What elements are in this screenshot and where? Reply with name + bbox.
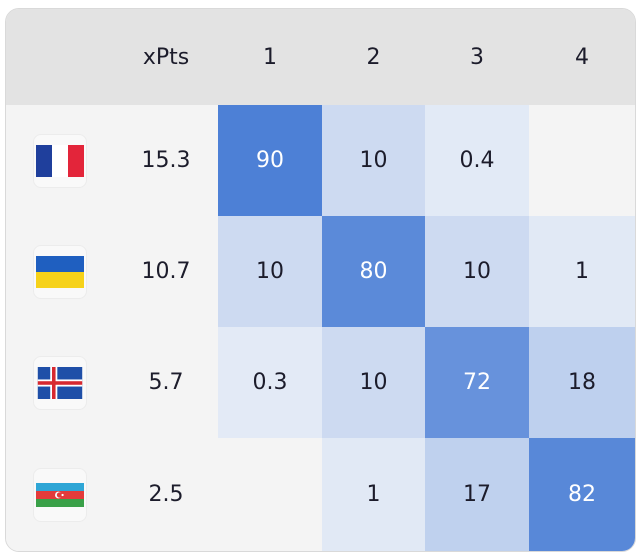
- france-flag-icon: [36, 144, 84, 177]
- header-position-2: 2: [322, 9, 425, 105]
- prob-cell: 1: [322, 438, 425, 551]
- prob-cell: [218, 438, 322, 551]
- prob-cell: 0.3: [218, 327, 322, 438]
- flag-badge: [33, 355, 87, 410]
- prob-cell: 18: [529, 327, 635, 438]
- xpts-value: 5.7: [114, 327, 218, 438]
- probability-table: xPts 1 2 3 4 15.3 90 10 0.4: [6, 9, 635, 551]
- xpts-value: 10.7: [114, 216, 218, 327]
- header-position-1: 1: [218, 9, 322, 105]
- prob-cell: 90: [218, 105, 322, 216]
- team-cell: [6, 327, 114, 438]
- prob-cell: 80: [322, 216, 425, 327]
- flag-badge: [33, 133, 87, 188]
- prob-cell: 10: [322, 327, 425, 438]
- prob-cell: 10: [425, 216, 529, 327]
- prob-cell: 1: [529, 216, 635, 327]
- team-cell: [6, 105, 114, 216]
- azerbaijan-flag-icon: [36, 482, 84, 507]
- prob-cell: 72: [425, 327, 529, 438]
- prob-cell: 0.4: [425, 105, 529, 216]
- xpts-value: 2.5: [114, 438, 218, 551]
- header-blank: [6, 9, 114, 105]
- header-position-3: 3: [425, 9, 529, 105]
- xpts-value: 15.3: [114, 105, 218, 216]
- prob-cell: 10: [218, 216, 322, 327]
- prob-cell: 10: [322, 105, 425, 216]
- ukraine-flag-icon: [36, 255, 84, 288]
- team-cell: [6, 216, 114, 327]
- flag-badge: [33, 467, 87, 522]
- iceland-flag-icon: [37, 366, 83, 399]
- prob-cell: 82: [529, 438, 635, 551]
- header-position-4: 4: [529, 9, 635, 105]
- prob-cell: 17: [425, 438, 529, 551]
- header-xpts: xPts: [114, 9, 218, 105]
- prob-cell: [529, 105, 635, 216]
- flag-badge: [33, 244, 87, 299]
- standings-probability-card: xPts 1 2 3 4 15.3 90 10 0.4: [5, 8, 636, 552]
- team-cell: [6, 438, 114, 551]
